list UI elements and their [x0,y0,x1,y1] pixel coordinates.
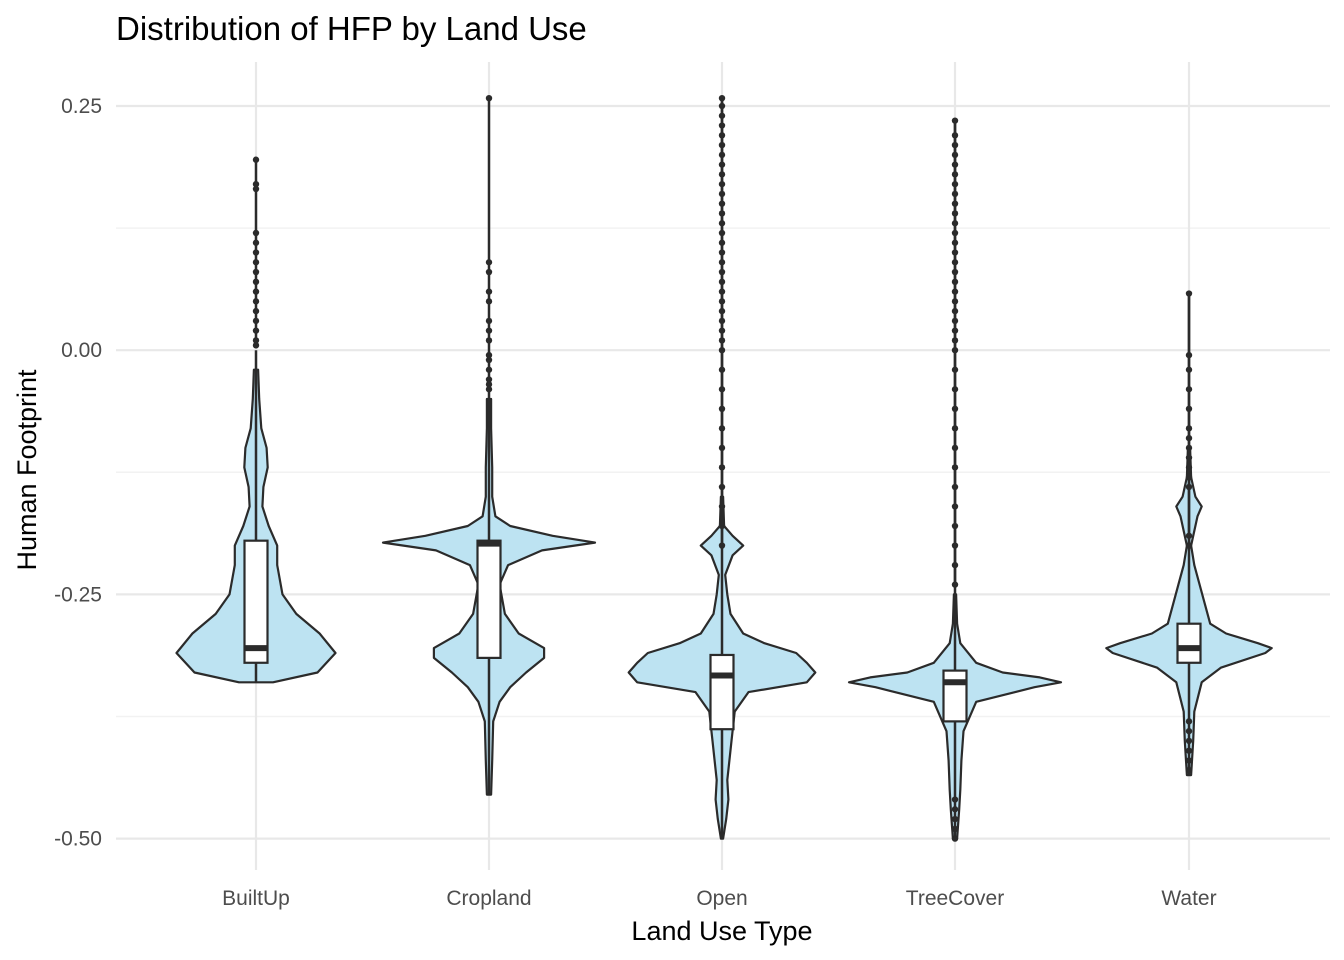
x-axis-title: Land Use Type [631,916,812,946]
outlier-point [951,815,959,823]
outlier-point [1185,737,1193,745]
box-open [709,653,735,731]
x-tick-label: Water [1161,887,1216,910]
outlier-point [1185,727,1193,735]
box-builtup [243,539,269,664]
x-axis: BuiltUp Cropland Open TreeCover Water [222,887,1216,910]
outlier-point [1185,718,1193,725]
y-axis: 0.25 0.00 -0.25 -0.50 [54,95,102,851]
violin-group-cropland [381,94,597,796]
outlier-point [951,806,959,813]
y-tick-label: 0.25 [61,95,102,118]
violin-group-open [627,94,817,840]
outlier-point [1185,747,1193,754]
outlier-point [1185,757,1193,764]
y-axis-title: Human Footprint [12,369,42,571]
outlier-point [951,835,959,842]
box-treecover [942,669,968,723]
outlier-point [1185,767,1193,774]
x-tick-label: TreeCover [906,887,1004,910]
outlier-point [951,796,959,803]
violin-group-builtup [175,156,337,684]
chart-title: Distribution of HFP by Land Use [116,10,587,47]
x-tick-label: Cropland [446,887,531,910]
plot-marks [175,94,1273,842]
violin-group-treecover [847,117,1063,842]
y-tick-label: 0.00 [61,339,102,362]
x-tick-label: BuiltUp [222,887,290,910]
box-water [1176,622,1202,664]
violin-group-water [1105,290,1273,777]
box-cropland [476,539,502,659]
outlier-point [951,825,959,833]
y-tick-label: -0.50 [54,828,102,851]
x-tick-label: Open [696,887,747,910]
y-tick-label: -0.25 [54,583,102,606]
